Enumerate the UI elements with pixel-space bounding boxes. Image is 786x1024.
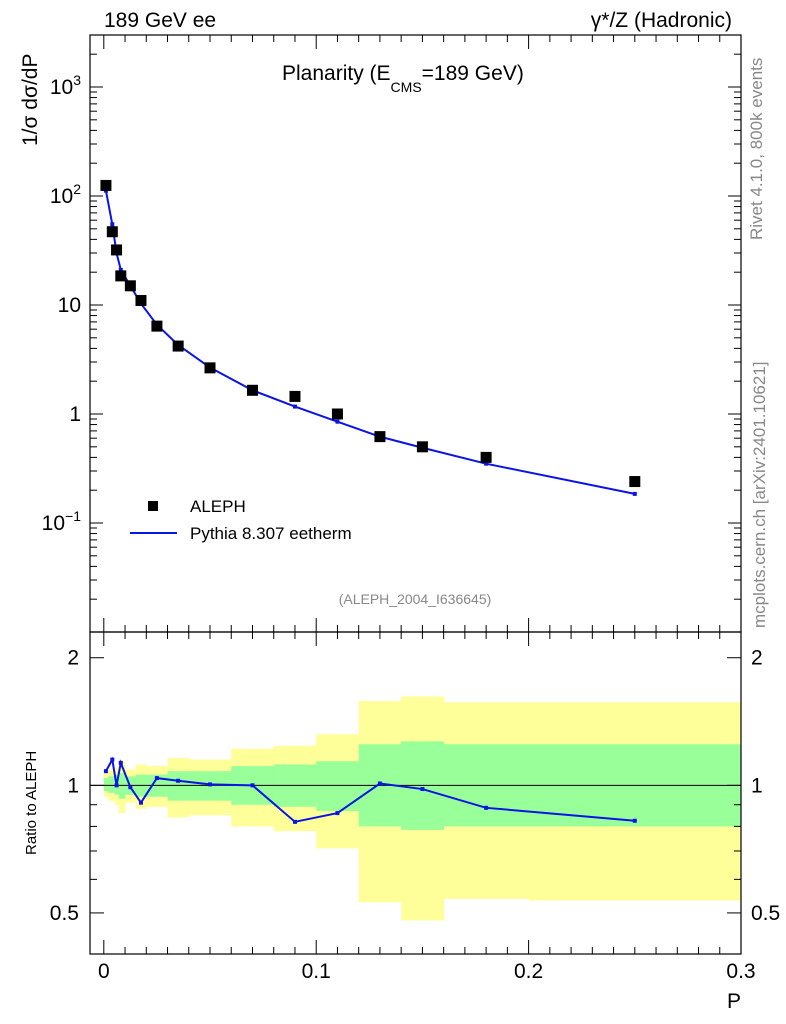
ratio-point bbox=[208, 782, 213, 787]
main-y-axis-label: 1/σ dσ/dP bbox=[19, 54, 42, 146]
ratio-point bbox=[292, 819, 297, 824]
legend-aleph-marker bbox=[148, 501, 158, 511]
mc-point bbox=[118, 267, 123, 272]
aleph-point bbox=[331, 408, 343, 420]
inner-band-segment bbox=[108, 776, 115, 793]
aleph-data-points bbox=[100, 179, 641, 488]
inner-band-segment bbox=[103, 778, 109, 791]
ratio-y-axis-label: Ratio to ALEPH bbox=[23, 751, 40, 855]
aleph-point bbox=[115, 270, 127, 282]
ratio-y-tick-label: 0.5 bbox=[50, 902, 79, 925]
ratio-point bbox=[118, 760, 123, 765]
aleph-point bbox=[124, 280, 136, 292]
legend: ALEPH Pythia 8.307 eetherm bbox=[130, 497, 352, 543]
aleph-point bbox=[289, 390, 301, 402]
main-y-tick-label: 10 bbox=[58, 294, 81, 317]
ratio-x-tick-labels: 0 0.1 0.2 0.3 bbox=[98, 960, 756, 983]
ratio-point bbox=[420, 787, 425, 792]
ratio-point bbox=[250, 783, 255, 788]
main-y-tick-label: 1 bbox=[69, 403, 81, 426]
ratio-y-tick-labels-left: 0.5 1 2 bbox=[50, 647, 79, 925]
header-right-label: γ*/Z (Hadronic) bbox=[591, 9, 732, 32]
main-y-tick-label: 10−1 bbox=[42, 508, 82, 535]
main-plot-title: Planarity (ECMS=189 GeV) bbox=[282, 62, 524, 95]
mc-point bbox=[292, 404, 297, 409]
ratio-series-points bbox=[103, 757, 637, 824]
analysis-label: (ALEPH_2004_I636645) bbox=[339, 591, 492, 607]
ratio-point bbox=[103, 769, 108, 774]
inner-band-segment bbox=[167, 771, 190, 801]
ratio-point bbox=[335, 811, 340, 816]
ratio-point bbox=[632, 818, 637, 823]
ratio-y-tick-label: 2 bbox=[67, 647, 79, 670]
ratio-point bbox=[128, 785, 133, 790]
ratio-y-tick-label: 2 bbox=[751, 647, 763, 670]
aleph-point bbox=[246, 384, 258, 396]
x-tick-label: 0 bbox=[98, 960, 110, 983]
mc-point bbox=[484, 461, 489, 466]
ratio-y-tick-labels-right: 0.5 1 2 bbox=[751, 647, 780, 925]
ratio-point bbox=[110, 757, 115, 762]
ratio-point bbox=[176, 778, 181, 783]
aleph-point bbox=[204, 362, 216, 374]
aleph-point bbox=[111, 244, 123, 256]
ratio-point bbox=[114, 783, 119, 788]
legend-aleph-label: ALEPH bbox=[190, 497, 246, 516]
aleph-point bbox=[629, 476, 641, 488]
mc-point bbox=[335, 419, 340, 424]
x-axis-label: P bbox=[727, 990, 741, 1013]
mc-series-points bbox=[103, 188, 637, 496]
mc-point bbox=[632, 491, 637, 496]
header-left-label: 189 GeV ee bbox=[104, 9, 216, 32]
mc-series-line bbox=[104, 190, 635, 495]
ratio-panel: 0.5 1 2 0.5 1 2 0 0.1 0.2 0.3 Ratio to ALEPH P bbox=[23, 631, 780, 1013]
ratio-plot-frame bbox=[89, 631, 742, 955]
aleph-point bbox=[151, 320, 163, 332]
x-tick-label: 0.2 bbox=[514, 960, 543, 983]
ratio-point bbox=[138, 800, 143, 805]
ratio-point bbox=[377, 781, 382, 786]
main-plot-frame bbox=[89, 34, 742, 633]
ratio-x-ticks bbox=[103, 632, 742, 954]
aleph-point bbox=[135, 294, 147, 306]
ratio-point bbox=[484, 805, 489, 810]
ratio-y-tick-label: 1 bbox=[751, 774, 763, 797]
x-tick-label: 0.1 bbox=[302, 960, 331, 983]
mc-point bbox=[110, 222, 115, 227]
ratio-y-tick-label: 1 bbox=[67, 774, 79, 797]
main-panel: Planarity (ECMS=189 GeV) 1/σ dσ/dP (ALEP… bbox=[19, 34, 742, 633]
ratio-y-ticks bbox=[90, 657, 741, 955]
mcplots-label: mcplots.cern.ch [arXiv:2401.10621] bbox=[750, 362, 769, 628]
rivet-version-label: Rivet 4.1.0, 800k events bbox=[747, 58, 766, 240]
ratio-series-line bbox=[105, 756, 635, 823]
ratio-y-tick-label: 0.5 bbox=[751, 902, 780, 925]
aleph-point bbox=[374, 431, 386, 443]
aleph-point bbox=[172, 340, 184, 352]
aleph-point bbox=[100, 179, 112, 191]
aleph-point bbox=[106, 226, 118, 238]
main-y-tick-label: 102 bbox=[50, 181, 81, 208]
ratio-point bbox=[154, 776, 159, 781]
aleph-point bbox=[480, 451, 492, 463]
main-y-tick-label: 103 bbox=[50, 72, 81, 99]
main-y-ticks bbox=[90, 34, 741, 633]
aleph-point bbox=[416, 441, 428, 453]
main-x-ticks bbox=[103, 35, 742, 632]
legend-mc-label: Pythia 8.307 eetherm bbox=[190, 524, 352, 543]
x-tick-label: 0.3 bbox=[726, 960, 755, 983]
